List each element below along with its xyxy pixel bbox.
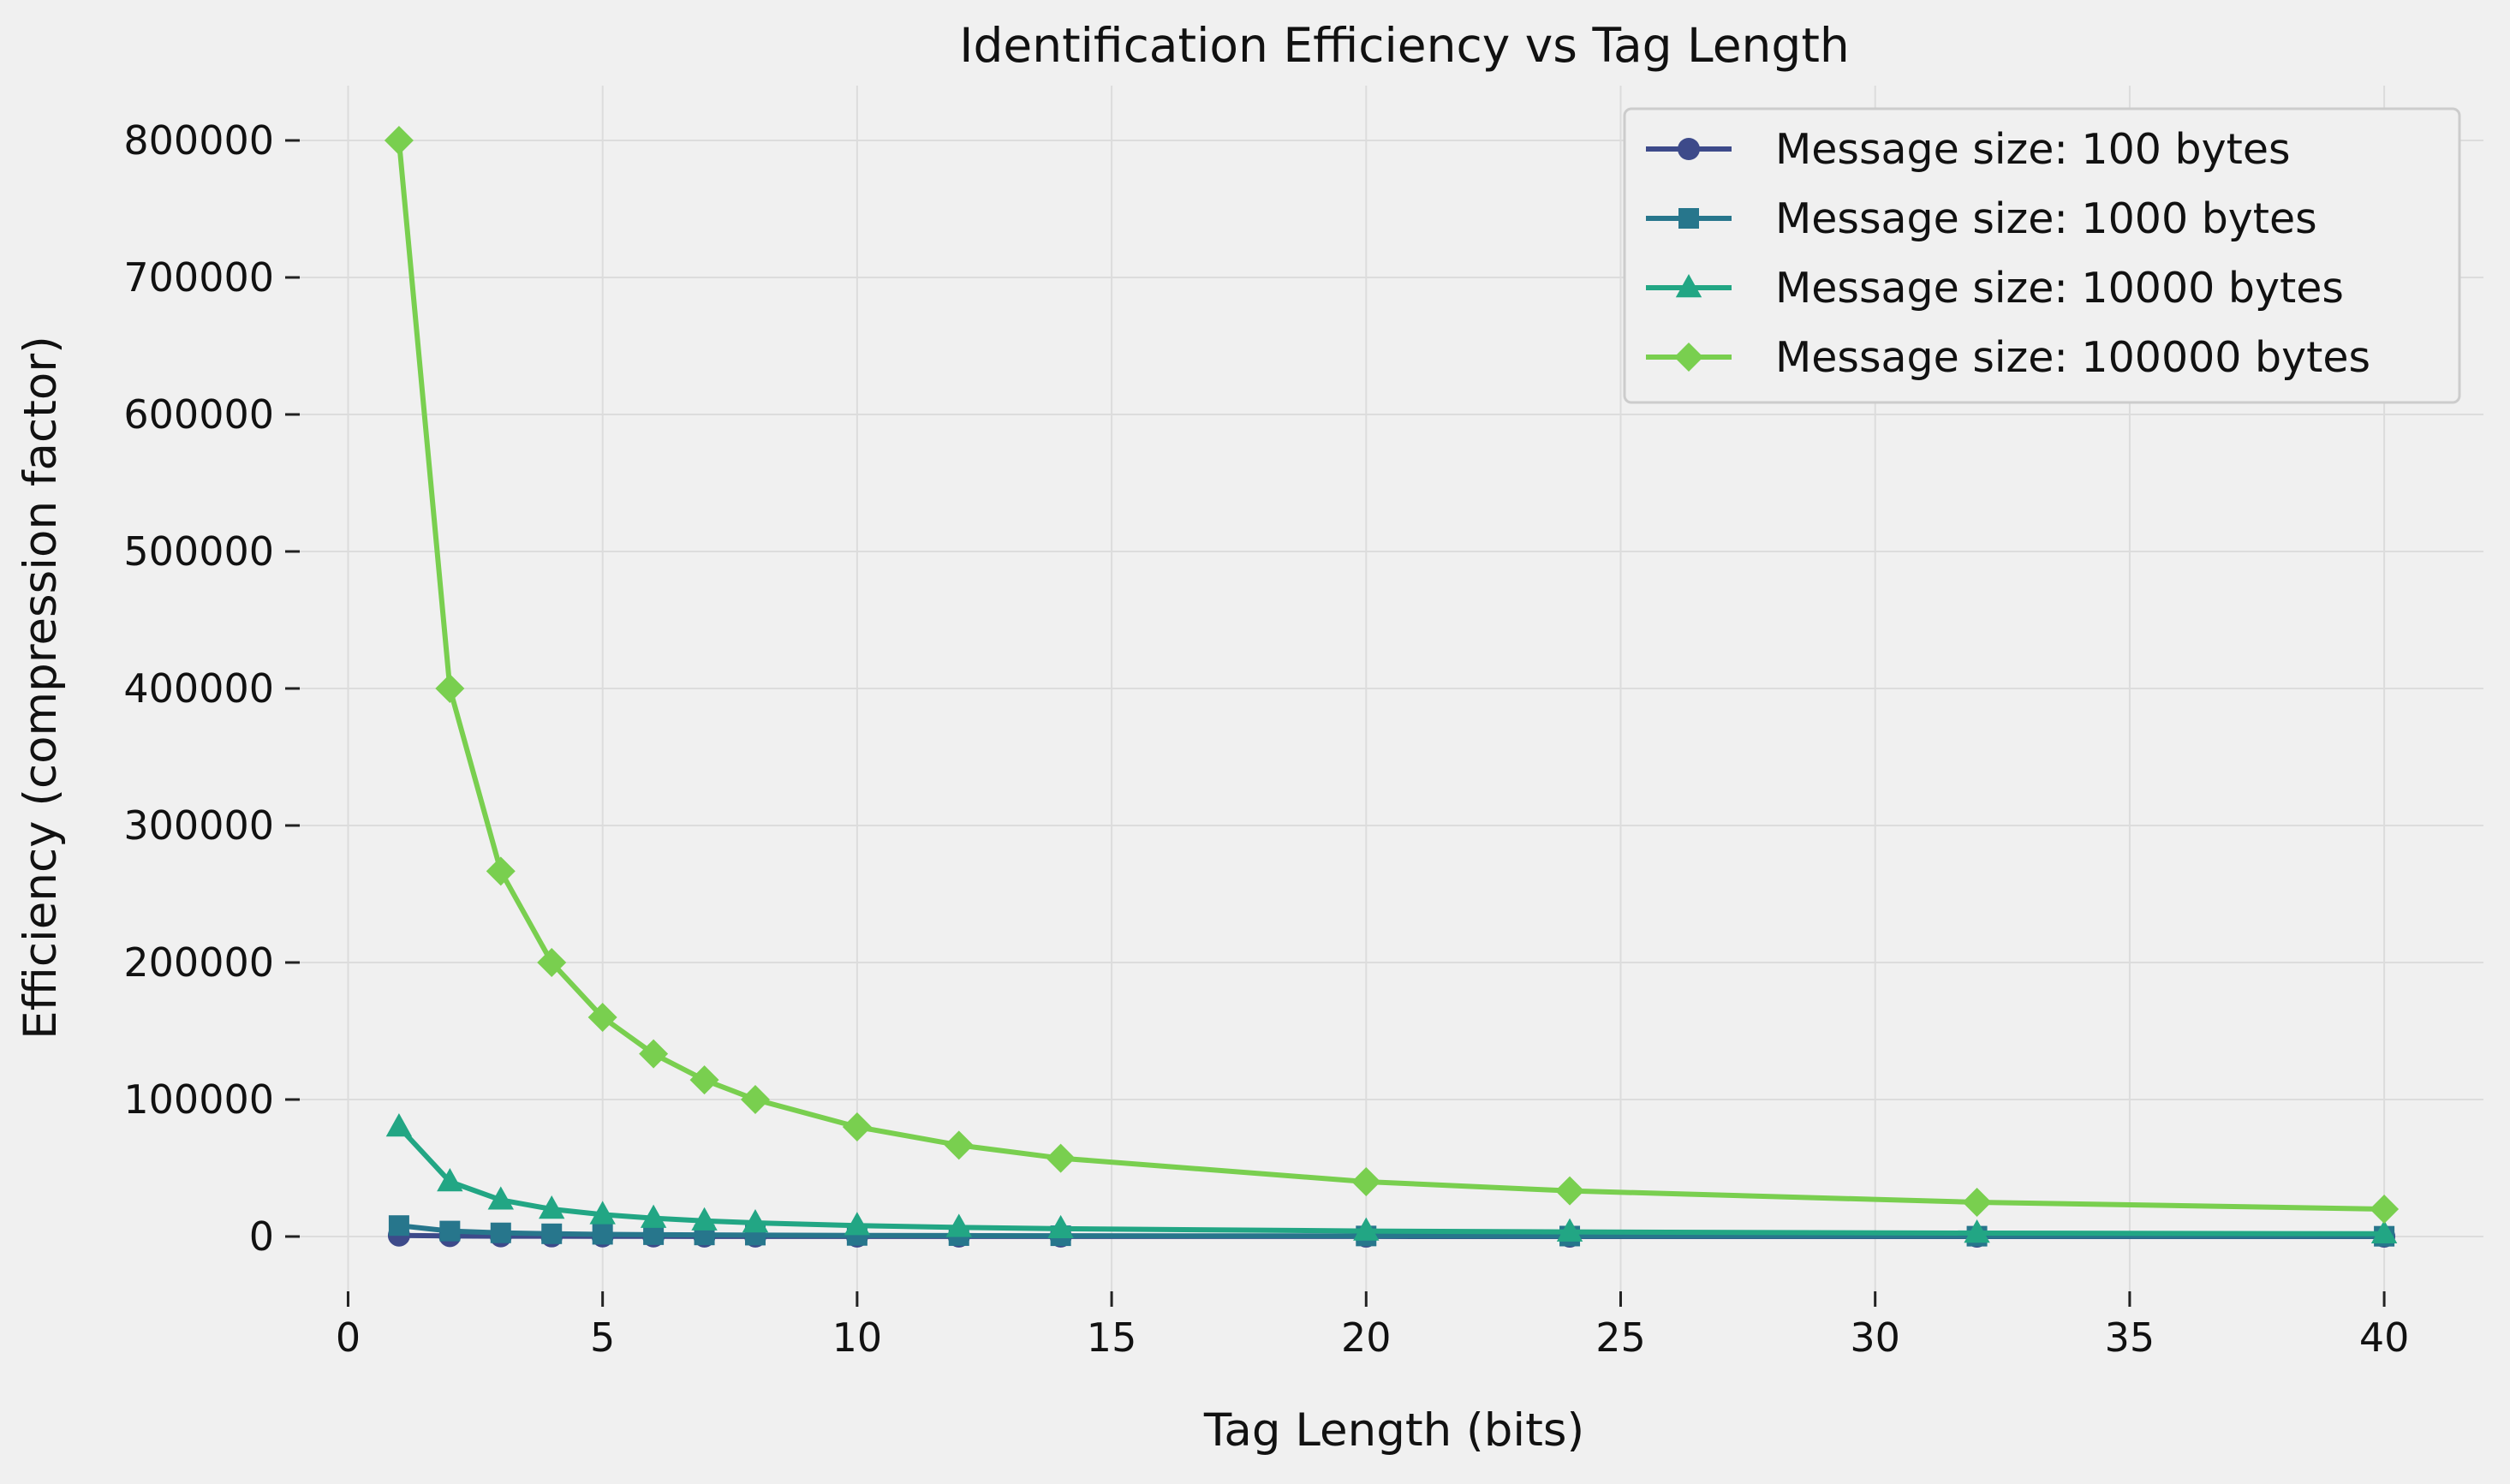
data-point (639, 1039, 669, 1069)
data-point (490, 1222, 511, 1243)
data-point (742, 1209, 769, 1233)
data-point (486, 856, 516, 886)
series-3 (385, 1113, 2398, 1243)
data-point (589, 1201, 616, 1225)
legend-marker (1678, 138, 1700, 160)
legend-marker (1674, 343, 1703, 372)
x-tick-label: 25 (1595, 1314, 1646, 1361)
y-axis-label: Efficiency (compression factor) (15, 336, 67, 1040)
y-tick-label: 100000 (123, 1076, 274, 1123)
legend-marker (1675, 274, 1702, 298)
legend-label: Message size: 10000 bytes (1775, 264, 2344, 313)
x-axis-ticks: 0 5 10 15 20 25 30 35 40 (336, 1291, 2410, 1361)
data-point (1046, 1143, 1076, 1173)
y-tick-label: 700000 (123, 254, 274, 301)
data-point (587, 1003, 617, 1032)
data-point (537, 948, 567, 977)
legend-box (1623, 107, 2461, 404)
data-point (1555, 1176, 1585, 1206)
data-point (388, 1215, 409, 1237)
legend-marker (1678, 208, 1699, 229)
data-point (435, 674, 465, 703)
data-point (945, 1213, 972, 1237)
legend: Message size: 100 bytes Message size: 100… (1623, 107, 2461, 404)
y-tick-label: 400000 (123, 665, 274, 712)
data-point (1353, 1217, 1380, 1241)
legend-label: Message size: 1000 bytes (1775, 194, 2317, 243)
x-tick-label: 0 (336, 1314, 361, 1361)
data-point (691, 1207, 718, 1231)
data-point (2370, 1195, 2400, 1224)
x-tick-label: 20 (1341, 1314, 1392, 1361)
data-point (740, 1085, 770, 1114)
x-axis-label: Tag Length (bits) (1203, 1404, 1584, 1457)
legend-label: Message size: 100 bytes (1775, 125, 2291, 174)
data-point (539, 1195, 565, 1219)
y-tick-label: 500000 (123, 528, 274, 575)
y-tick-label: 800000 (123, 117, 274, 164)
x-tick-label: 15 (1087, 1314, 1137, 1361)
data-point (1047, 1214, 1074, 1239)
data-point (384, 126, 414, 155)
data-point (439, 1220, 461, 1242)
data-point (944, 1130, 974, 1160)
data-point (437, 1168, 463, 1192)
series-4 (384, 126, 2400, 1224)
data-point (1351, 1167, 1381, 1196)
grid-lines (300, 86, 2483, 1291)
data-point (487, 1186, 514, 1210)
y-axis-ticks: 0 100000 200000 300000 400000 500000 600000 700… (123, 117, 300, 1260)
y-tick-label: 600000 (123, 391, 274, 438)
data-point (2370, 1219, 2398, 1243)
data-point (689, 1065, 719, 1095)
x-tick-label: 5 (590, 1314, 615, 1361)
chart-title: Identification Efficiency vs Tag Length (959, 18, 1850, 73)
data-point (842, 1112, 872, 1141)
data-point (844, 1212, 871, 1236)
data-point (1964, 1219, 1990, 1243)
data-point (385, 1113, 413, 1137)
data-point (541, 1223, 563, 1244)
y-tick-label: 200000 (123, 939, 274, 986)
x-tick-label: 30 (1850, 1314, 1900, 1361)
legend-label: Message size: 100000 bytes (1775, 333, 2370, 382)
data-series (384, 126, 2400, 1248)
x-tick-label: 10 (832, 1314, 883, 1361)
x-tick-label: 40 (2359, 1314, 2410, 1361)
data-point (640, 1204, 667, 1228)
data-point (1556, 1218, 1583, 1242)
y-tick-label: 300000 (123, 802, 274, 849)
y-tick-label: 0 (249, 1213, 274, 1260)
data-point (592, 1224, 613, 1245)
x-tick-label: 35 (2105, 1314, 2155, 1361)
data-point (1962, 1188, 1992, 1217)
